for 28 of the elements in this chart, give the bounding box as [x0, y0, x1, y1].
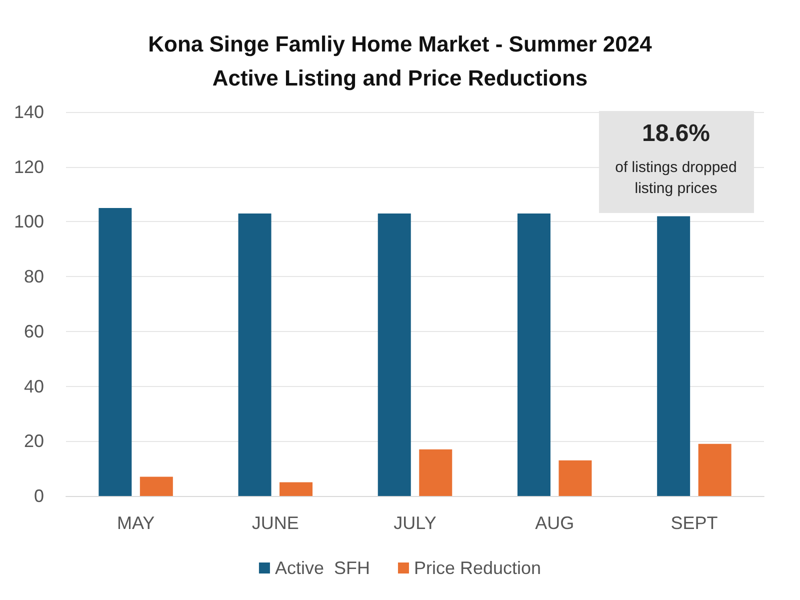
y-tick-label: 0	[34, 486, 44, 506]
y-tick-label: 100	[14, 212, 44, 232]
y-tick-label: 20	[24, 431, 44, 452]
x-tick-label: SEPT	[670, 513, 718, 533]
y-tick-label: 140	[14, 102, 44, 122]
bar	[517, 213, 550, 496]
legend-label: Active SFH	[274, 558, 370, 578]
x-tick-label: MAY	[116, 513, 155, 533]
bar	[280, 482, 313, 496]
bar	[657, 216, 690, 496]
bar	[419, 449, 452, 496]
y-tick-label: 120	[14, 156, 44, 177]
bar	[558, 460, 592, 496]
y-tick-label: 80	[24, 266, 44, 287]
bar	[98, 208, 132, 496]
bar	[140, 476, 173, 496]
y-tick-label: 60	[24, 321, 44, 342]
legend-label: Price Reduction	[414, 558, 542, 578]
x-tick-label: JULY	[394, 513, 436, 533]
bar	[698, 444, 732, 496]
y-tick-label: 40	[24, 376, 44, 396]
chart-title: Kona Singe Famliy Home Market - Summer 2024 Active Listing and Price Reductions	[148, 32, 653, 90]
x-tick-label: AUG	[535, 513, 574, 533]
annotation: of listings dropped listing prices	[615, 159, 737, 197]
x-tick-label: JUNE	[252, 513, 299, 533]
bar	[378, 213, 411, 496]
bar	[238, 213, 272, 496]
annotation: 18.6%	[642, 120, 710, 147]
